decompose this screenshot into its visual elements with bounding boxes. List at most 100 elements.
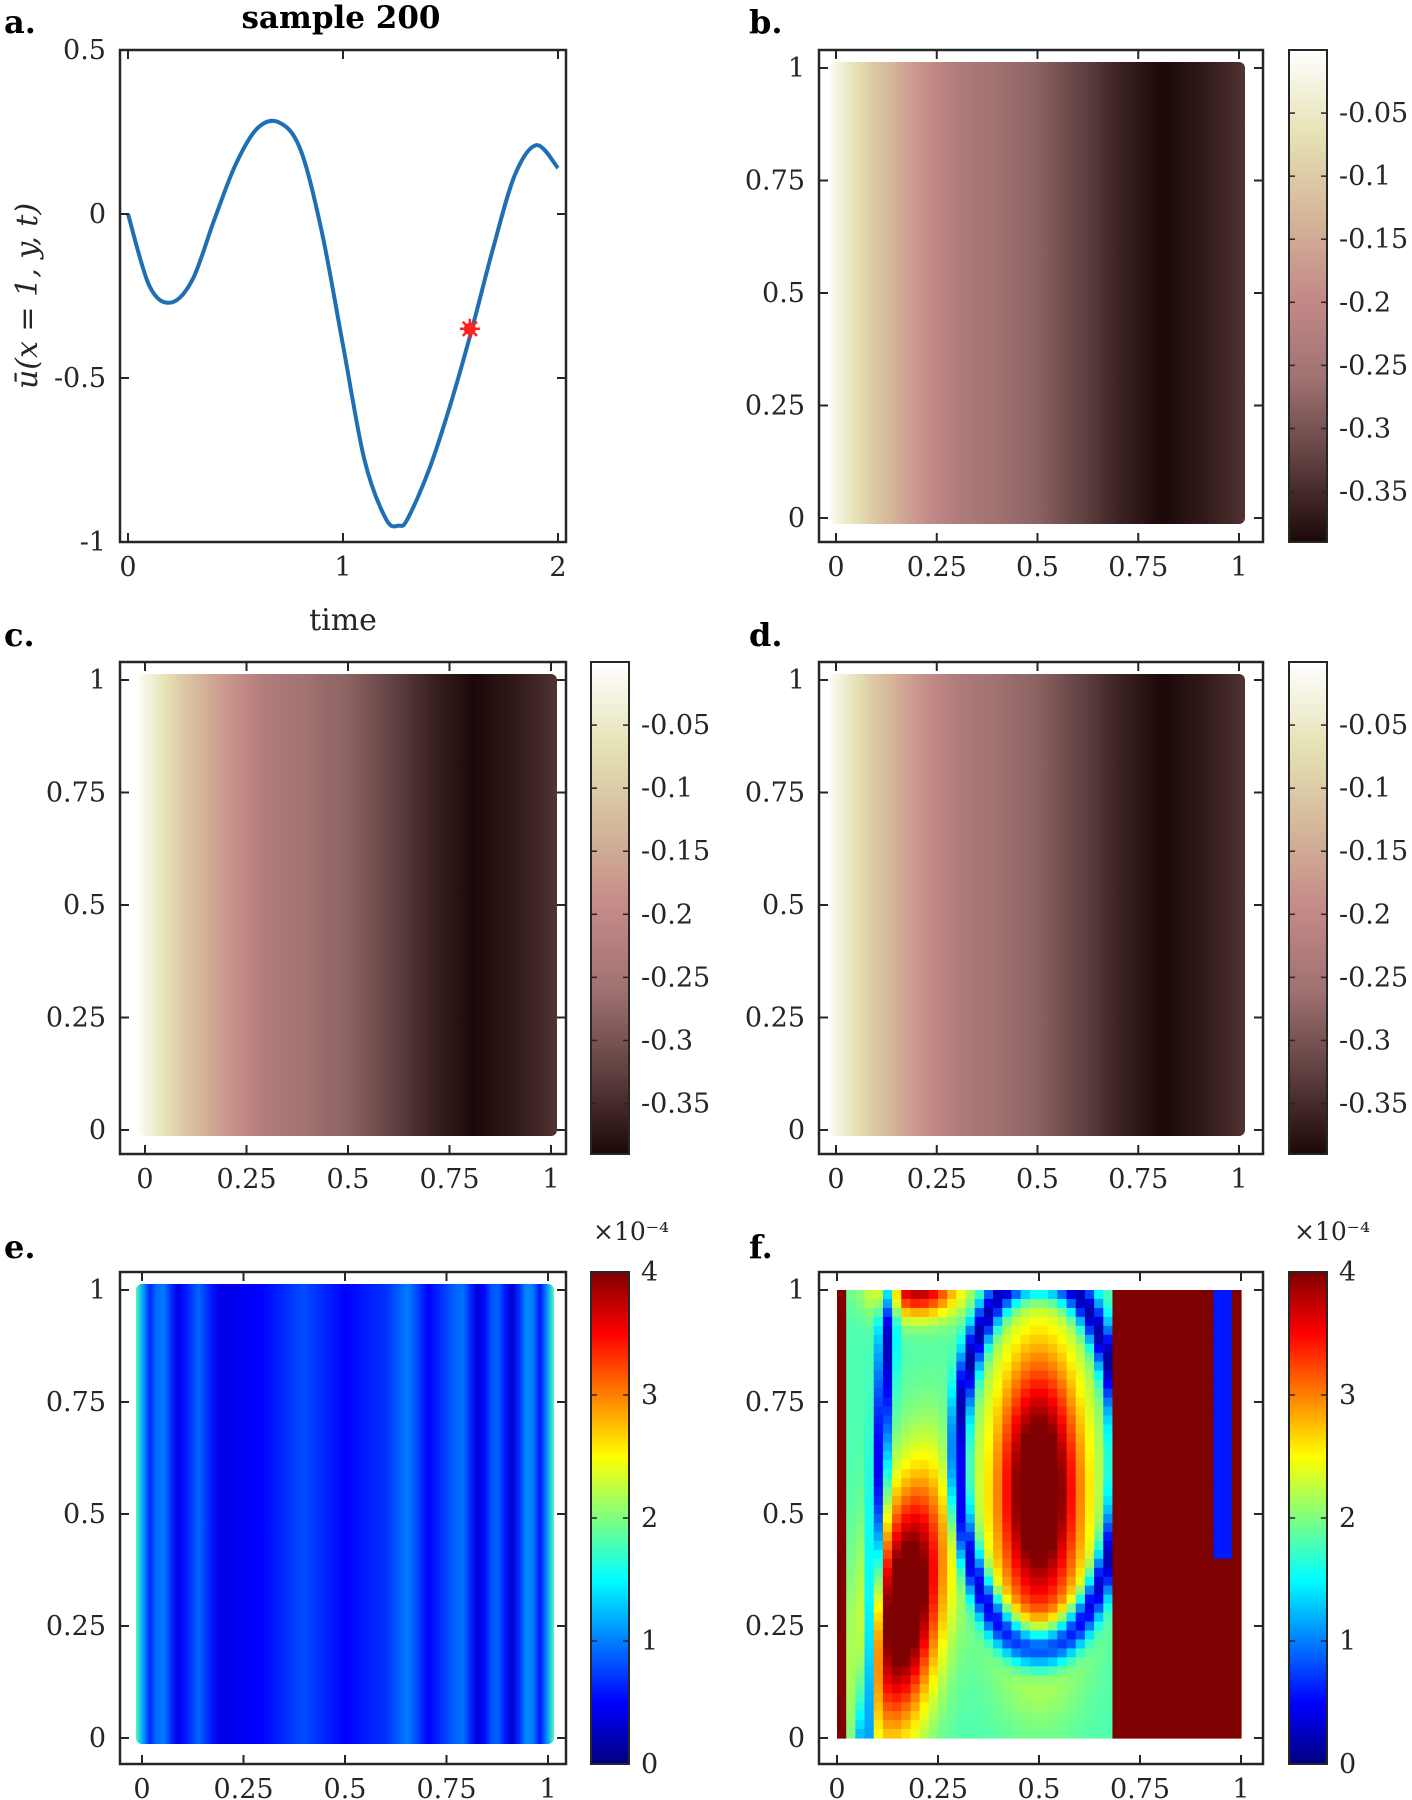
y-tick-label: 0.5 [63,35,106,66]
y-tick-label: 0.25 [46,1003,106,1034]
x-tick-label: 0.5 [327,1164,370,1195]
panel-label-b: b. [749,3,783,41]
x-axis-ticks-a: 0 1 2 [119,50,567,583]
colorbar-tick-label: -0.3 [1339,1025,1391,1056]
y-tick-label: 0.75 [46,778,106,809]
axes-box-f [817,1270,1265,1766]
panel-c: c. -0.35 -0.3 -0.25 -0.2 -0.15 -0.1 -0.05 0 0.2… [4,616,710,1195]
y-axis-ticks-d: 0 0.25 0.5 0.75 1 [745,665,1263,1146]
x-tick-label: 1 [1230,552,1247,583]
colorbar-exponent-e: ×10⁻⁴ [593,1217,669,1246]
y-tick-label: 0.5 [762,1499,805,1530]
y-axis-ticks-e: 0 0.25 0.5 0.75 1 [46,1275,566,1754]
colorbar-tick-label: 2 [1339,1503,1356,1534]
panel-a: a. sample 200 -1 -0.5 0 0.5 0 1 2 time ū(x = … [4,0,568,638]
y-tick-label: 0 [788,1115,805,1146]
chart-title-a: sample 200 [241,0,440,36]
axes-box-d [817,660,1265,1156]
y-tick-label: 1 [788,665,805,696]
panel-label-d: d. [749,616,783,654]
panel-label-f: f. [749,1228,773,1266]
heatmap-field [136,1284,554,1744]
colorbar-tick-label: -0.3 [641,1025,693,1056]
heatmap-field [830,674,1245,1136]
y-axis-label-a: ū(x = 1, y, t) [10,203,45,389]
x-tick-label: 0 [119,552,136,583]
colorbar-tick-label: -0.2 [1339,287,1391,318]
axes-box-c [118,660,568,1156]
colorbar-tick-label: 1 [1339,1626,1356,1657]
colorbar-exponent-f: ×10⁻⁴ [1294,1217,1370,1246]
heatmap-field [139,674,557,1136]
y-tick-label: 0.5 [762,890,805,921]
y-tick-label: -1 [80,527,106,558]
panel-f: f. 0 1 2 3 4 ×10⁻⁴ 0 0.25 0.5 0.75 1 0 0.25 0.5 0.7… [745,1217,1370,1800]
y-tick-label: 0 [788,1723,805,1754]
heatmap-field [830,62,1245,524]
series-line [126,118,560,529]
colorbar-d: -0.35 -0.3 -0.25 -0.2 -0.15 -0.1 -0.05 [1288,661,1408,1155]
x-axis-ticks-e: 0 0.25 0.5 0.75 1 [133,1272,557,1800]
colorbar-tick-label: 1 [641,1626,658,1657]
x-tick-label: 0.75 [416,1774,476,1800]
x-tick-label: 1 [334,552,351,583]
colorbar-tick-label: 4 [1339,1257,1356,1288]
colorbar-tick-label: -0.05 [1339,710,1408,741]
y-tick-label: 0.5 [63,1499,106,1530]
colorbar-tick-label: 0 [641,1749,658,1780]
panel-label-a: a. [4,3,36,41]
x-tick-label: 1 [1232,1774,1249,1800]
y-tick-label: 0 [89,1723,106,1754]
x-tick-label: 0.75 [419,1164,479,1195]
y-tick-label: 0.5 [762,278,805,309]
y-tick-label: 1 [89,665,106,696]
colorbar-tick-label: -0.1 [1339,773,1391,804]
y-tick-label: 0 [89,199,106,230]
colorbar-tick-label: 0 [1339,1749,1356,1780]
colorbar-c: -0.35 -0.3 -0.25 -0.2 -0.15 -0.1 -0.05 [590,661,710,1155]
heatmap-field [837,1290,1242,1739]
colorbar-tick-label: -0.35 [1339,1089,1408,1120]
y-tick-label: 1 [89,1275,106,1306]
colorbar-b: -0.35 -0.3 -0.25 -0.2 -0.15 -0.1 -0.05 [1288,49,1408,543]
colorbar-tick-label: -0.15 [1339,836,1408,867]
plot-area-f [837,1290,1242,1739]
colorbar-tick-label: -0.35 [1339,477,1408,508]
colorbar-gradient [590,661,630,1155]
colorbar-tick-label: -0.2 [641,899,693,930]
x-tick-label: 0 [828,1774,845,1800]
x-axis-ticks-f: 0 0.25 0.5 0.75 1 [828,1272,1250,1800]
colorbar-gradient [1288,49,1328,543]
x-tick-label: 0 [827,1164,844,1195]
x-tick-label: 0.25 [907,1164,967,1195]
x-tick-label: 0 [133,1774,150,1800]
x-axis-ticks-d: 0 0.25 0.5 0.75 1 [827,662,1248,1195]
colorbar-tick-label: 3 [641,1380,658,1411]
colorbar-tick-label: -0.25 [641,962,710,993]
x-tick-label: 0.25 [216,1164,276,1195]
y-axis-ticks-a: -1 -0.5 0 0.5 [54,35,566,558]
y-tick-label: 0.75 [745,166,805,197]
colorbar-tick-label: -0.35 [641,1089,710,1120]
colorbar-tick-label: 3 [1339,1380,1356,1411]
panel-d: d. -0.35 -0.3 -0.25 -0.2 -0.15 -0.1 -0.05 0 0.2… [745,616,1408,1195]
x-tick-label: 0 [827,552,844,583]
y-tick-label: 0.75 [745,778,805,809]
axes-box-e [118,1270,568,1766]
panel-label-c: c. [4,616,35,654]
plot-area-d [830,674,1245,1136]
plot-area-b [830,62,1245,524]
x-tick-label: 0.25 [907,552,967,583]
panel-label-e: e. [4,1228,36,1266]
y-tick-label: 0.75 [745,1387,805,1418]
y-tick-label: 1 [788,1275,805,1306]
colorbar-gradient [1288,661,1328,1155]
axes-box-a [118,48,568,544]
plot-area-e [136,1284,554,1744]
x-axis-label-a: time [309,603,377,638]
x-tick-label: 0.5 [324,1774,367,1800]
x-tick-label: 1 [539,1774,556,1800]
colorbar-tick-label: 2 [641,1503,658,1534]
x-tick-label: 0.25 [213,1774,273,1800]
axes-box-b [817,48,1265,544]
